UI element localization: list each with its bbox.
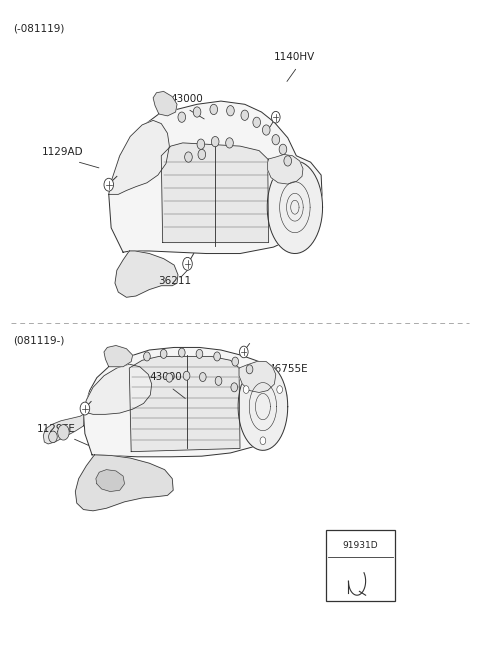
Circle shape [246, 365, 253, 374]
Circle shape [80, 402, 90, 415]
Text: 43000: 43000 [149, 372, 182, 382]
Circle shape [211, 136, 219, 147]
Circle shape [196, 349, 203, 359]
Circle shape [232, 357, 239, 366]
Circle shape [231, 383, 238, 392]
Circle shape [183, 257, 192, 270]
Text: 46755E: 46755E [269, 364, 308, 375]
Circle shape [183, 371, 190, 380]
Circle shape [240, 346, 248, 358]
Polygon shape [267, 161, 323, 253]
Polygon shape [115, 251, 178, 297]
Circle shape [260, 437, 266, 444]
Circle shape [243, 386, 249, 393]
Polygon shape [268, 154, 303, 184]
Polygon shape [109, 120, 169, 194]
Polygon shape [153, 92, 177, 116]
Circle shape [185, 152, 192, 162]
Text: (-081119): (-081119) [13, 24, 65, 34]
Polygon shape [75, 455, 173, 511]
Circle shape [210, 104, 217, 114]
Text: (081119-): (081119-) [13, 336, 65, 346]
Polygon shape [109, 101, 322, 253]
Text: 1129FE: 1129FE [37, 424, 76, 433]
Circle shape [279, 144, 287, 154]
Text: 1140HV: 1140HV [274, 52, 315, 63]
Polygon shape [43, 414, 84, 444]
Circle shape [272, 111, 280, 123]
Circle shape [215, 377, 222, 386]
Bar [326, 530, 395, 601]
Circle shape [253, 117, 261, 127]
Polygon shape [84, 348, 287, 457]
Circle shape [160, 349, 167, 359]
Text: 91931D: 91931D [343, 541, 378, 550]
Polygon shape [129, 357, 240, 452]
Circle shape [241, 110, 249, 120]
Circle shape [214, 352, 220, 361]
Circle shape [144, 352, 150, 361]
Circle shape [193, 107, 201, 117]
Circle shape [104, 178, 114, 191]
Circle shape [284, 156, 291, 166]
Circle shape [197, 139, 204, 149]
Circle shape [198, 149, 205, 160]
Circle shape [227, 105, 234, 116]
Circle shape [272, 134, 280, 145]
Circle shape [58, 424, 69, 440]
Circle shape [277, 386, 283, 393]
Circle shape [178, 112, 186, 122]
Text: 1129AD: 1129AD [42, 147, 84, 157]
Circle shape [199, 373, 206, 382]
Text: 36211: 36211 [158, 276, 191, 286]
Polygon shape [104, 346, 132, 367]
Circle shape [263, 125, 270, 135]
Polygon shape [96, 470, 124, 492]
Circle shape [48, 431, 57, 443]
Polygon shape [239, 362, 276, 393]
Text: 43000: 43000 [171, 94, 204, 104]
Circle shape [179, 348, 185, 357]
Circle shape [166, 373, 173, 382]
Polygon shape [238, 363, 288, 450]
Circle shape [226, 138, 233, 148]
Polygon shape [161, 143, 269, 243]
Polygon shape [84, 364, 152, 414]
